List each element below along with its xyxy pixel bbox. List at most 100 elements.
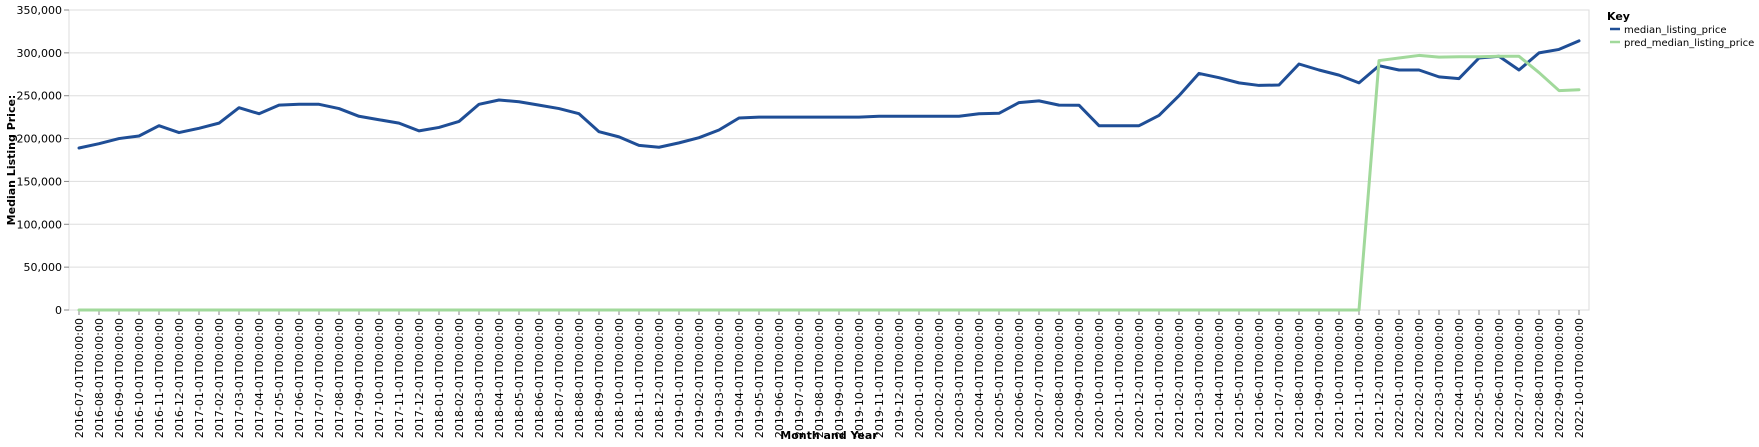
y-tick-label: 300,000	[17, 47, 63, 60]
x-tick-label: 2021-05-01T00:00:00	[1233, 318, 1246, 438]
x-tick-label: 2019-04-01T00:00:00	[733, 318, 746, 438]
x-tick-label: 2020-03-01T00:00:00	[953, 318, 966, 438]
x-tick-label: 2021-03-01T00:00:00	[1193, 318, 1206, 438]
x-tick-label: 2016-12-01T00:00:00	[173, 318, 186, 438]
x-tick-label: 2019-12-01T00:00:00	[893, 318, 906, 438]
legend-title: Key	[1607, 10, 1630, 23]
x-tick-label: 2021-08-01T00:00:00	[1293, 318, 1306, 438]
x-tick-label: 2017-01-01T00:00:00	[193, 318, 206, 438]
x-tick-label: 2018-12-01T00:00:00	[653, 318, 666, 438]
x-tick-label: 2022-01-01T00:00:00	[1393, 318, 1406, 438]
x-tick-label: 2018-10-01T00:00:00	[613, 318, 626, 438]
x-tick-label: 2022-06-01T00:00:00	[1493, 318, 1506, 438]
y-tick-label: 150,000	[17, 175, 63, 188]
x-tick-label: 2020-12-01T00:00:00	[1133, 318, 1146, 438]
y-tick-label: 0	[55, 304, 62, 317]
x-tick-label: 2021-10-01T00:00:00	[1333, 318, 1346, 438]
x-tick-label: 2022-02-01T00:00:00	[1413, 318, 1426, 438]
x-tick-label: 2017-11-01T00:00:00	[393, 318, 406, 438]
x-tick-label: 2019-06-01T00:00:00	[773, 318, 786, 438]
x-tick-label: 2021-02-01T00:00:00	[1173, 318, 1186, 438]
x-tick-label: 2022-05-01T00:00:00	[1473, 318, 1486, 438]
x-tick-label: 2017-04-01T00:00:00	[253, 318, 266, 438]
x-tick-label: 2020-08-01T00:00:00	[1053, 318, 1066, 438]
y-tick-label: 200,000	[17, 133, 63, 146]
x-tick-label: 2018-05-01T00:00:00	[513, 318, 526, 438]
x-tick-label: 2021-01-01T00:00:00	[1153, 318, 1166, 438]
x-tick-label: 2018-01-01T00:00:00	[433, 318, 446, 438]
x-tick-label: 2022-10-01T00:00:00	[1573, 318, 1586, 438]
x-tick-label: 2018-09-01T00:00:00	[593, 318, 606, 438]
x-tick-label: 2016-07-01T00:00:00	[73, 318, 86, 438]
x-tick-label: 2019-10-01T00:00:00	[853, 318, 866, 438]
x-tick-label: 2019-02-01T00:00:00	[693, 318, 706, 438]
x-tick-label: 2019-01-01T00:00:00	[673, 318, 686, 438]
x-tick-label: 2020-10-01T00:00:00	[1093, 318, 1106, 438]
y-tick-label: 250,000	[17, 90, 63, 103]
x-tick-label: 2022-04-01T00:00:00	[1453, 318, 1466, 438]
x-tick-label: 2017-06-01T00:00:00	[293, 318, 306, 438]
x-tick-label: 2018-08-01T00:00:00	[573, 318, 586, 438]
x-tick-label: 2017-08-01T00:00:00	[333, 318, 346, 438]
x-tick-label: 2017-09-01T00:00:00	[353, 318, 366, 438]
x-tick-label: 2020-05-01T00:00:00	[993, 318, 1006, 438]
x-tick-label: 2020-09-01T00:00:00	[1073, 318, 1086, 438]
x-tick-label: 2016-10-01T00:00:00	[133, 318, 146, 438]
axes	[68, 9, 1590, 311]
x-tick-label: 2019-11-01T00:00:00	[873, 318, 886, 438]
x-tick-label: 2021-12-01T00:00:00	[1373, 318, 1386, 438]
series-line-pred_median_listing_price	[77, 53, 1581, 312]
x-tick-label: 2020-06-01T00:00:00	[1013, 318, 1026, 438]
x-tick-label: 2018-03-01T00:00:00	[473, 318, 486, 438]
series-line-median_listing_price	[77, 39, 1581, 150]
x-tick-label: 2018-06-01T00:00:00	[533, 318, 546, 438]
x-tick-label: 2019-05-01T00:00:00	[753, 318, 766, 438]
x-tick-label: 2022-03-01T00:00:00	[1433, 318, 1446, 438]
x-tick-label: 2022-08-01T00:00:00	[1533, 318, 1546, 438]
x-tick-label: 2018-11-01T00:00:00	[633, 318, 646, 438]
x-tick-label: 2017-07-01T00:00:00	[313, 318, 326, 438]
legend-items: median_listing_price pred_median_listing_…	[1610, 25, 1754, 49]
x-tick-label: 2018-04-01T00:00:00	[493, 318, 506, 438]
x-tick-label: 2022-07-01T00:00:00	[1513, 318, 1526, 438]
x-tick-label: 2019-07-01T00:00:00	[793, 318, 806, 438]
x-axis-title: Month and Year	[780, 429, 878, 442]
x-tick-label: 2017-03-01T00:00:00	[233, 318, 246, 438]
x-tick-label: 2019-09-01T00:00:00	[833, 318, 846, 438]
x-tick-label: 2018-02-01T00:00:00	[453, 318, 466, 438]
x-tick-label: 2017-02-01T00:00:00	[213, 318, 226, 438]
legend: Key median_listing_price pred_median_list…	[1607, 10, 1754, 49]
x-tick-label: 2020-11-01T00:00:00	[1113, 318, 1126, 438]
x-tick-label: 2017-12-01T00:00:00	[413, 318, 426, 438]
series	[77, 39, 1581, 312]
x-tick-label: 2016-11-01T00:00:00	[153, 318, 166, 438]
x-tick-label: 2019-08-01T00:00:00	[813, 318, 826, 438]
x-tick-label: 2021-07-01T00:00:00	[1273, 318, 1286, 438]
x-tick-label: 2020-01-01T00:00:00	[913, 318, 926, 438]
x-tick-label: 2019-03-01T00:00:00	[713, 318, 726, 438]
x-tick-label: 2020-02-01T00:00:00	[933, 318, 946, 438]
plot-frame	[68, 9, 1590, 311]
y-tick-label: 50,000	[24, 261, 63, 274]
x-tick-label: 2016-08-01T00:00:00	[93, 318, 106, 438]
x-tick-label: 2021-11-01T00:00:00	[1353, 318, 1366, 438]
legend-label: median_listing_price	[1624, 25, 1727, 36]
x-ticks: 2016-07-01T00:00:00 2016-08-01T00:00:00 20…	[73, 310, 1586, 438]
x-tick-label: 2017-05-01T00:00:00	[273, 318, 286, 438]
y-ticks: 0 50,000 100,000 150,000 200,000 250,000 300,0…	[17, 4, 69, 317]
x-tick-label: 2021-09-01T00:00:00	[1313, 318, 1326, 438]
grid-lines	[69, 9, 1589, 311]
x-tick-label: 2021-04-01T00:00:00	[1213, 318, 1226, 438]
y-tick-label: 350,000	[17, 4, 63, 17]
x-tick-label: 2020-04-01T00:00:00	[973, 318, 986, 438]
x-tick-label: 2017-10-01T00:00:00	[373, 318, 386, 438]
x-tick-label: 2016-09-01T00:00:00	[113, 318, 126, 438]
x-tick-label: 2018-07-01T00:00:00	[553, 318, 566, 438]
x-tick-label: 2022-09-01T00:00:00	[1553, 318, 1566, 438]
x-tick-label: 2021-06-01T00:00:00	[1253, 318, 1266, 438]
y-axis-title: Median Listing Price:	[5, 95, 18, 226]
legend-label: pred_median_listing_price	[1624, 38, 1754, 49]
y-tick-label: 100,000	[17, 218, 63, 231]
x-tick-label: 2020-07-01T00:00:00	[1033, 318, 1046, 438]
